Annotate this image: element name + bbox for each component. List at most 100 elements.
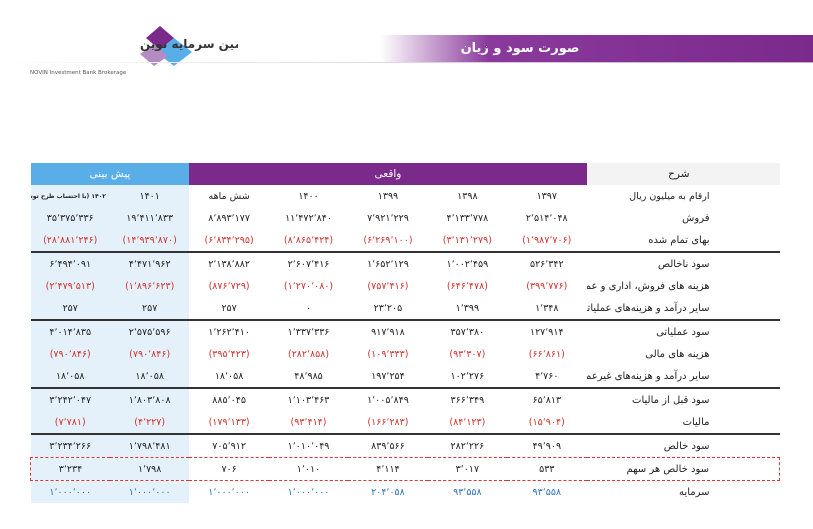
- cell-value: (۱٬۸۹۶٬۶۲۳): [109, 275, 190, 297]
- cell-value: ۸۳۹٬۵۶۶: [371, 440, 405, 452]
- table-row: سود خالص ۴۹٬۹۰۹ ۲۸۲٬۲۲۶ ۸۳۹٬۵۶۶ ۱٬۰۱۰٬۰۴۹ ۷۰۵…: [30, 434, 780, 458]
- row-label: هزینه های مالی: [645, 348, 710, 360]
- cell-value: ۲٬۵۱۴٬۰۴۸: [525, 212, 568, 224]
- row-label: سایر درآمد و هزینه‌های عملیاتی: [586, 297, 780, 321]
- cell-value: ۹۳٬۵۵۸: [453, 486, 482, 498]
- table-row: هزینه های فروش، اداری و عمومی (۳۹۹٬۷۷۶) (۶…: [30, 275, 780, 297]
- cell-value: ۱٬۳۹۹: [427, 297, 508, 321]
- logo-shape: [140, 44, 168, 66]
- income-statement: شرح واقعی پیش بینی ارقام به میلیون ریال ۱۳۹۷…: [29, 163, 780, 503]
- column-header: شش ماهه: [208, 190, 250, 202]
- cell-value: ۱٬۰۰۰٬۰۰۰: [30, 480, 110, 503]
- cell-value: (۶٬۸۳۴٬۲۹۵): [189, 229, 269, 253]
- cell-value: ۴۹٬۹۰۹: [532, 440, 562, 452]
- table-row: مالیات (۱۵٬۹۰۴) (۸۴٬۱۲۳) (۱۶۶٬۲۸۳) (۹۳٬۴۱۴)(…: [30, 411, 780, 435]
- cell-value: ۰: [268, 297, 349, 321]
- cell-value: (۸۷۶٬۷۲۹): [208, 280, 250, 292]
- cell-value: ۱٬۰۰۵٬۸۴۹: [367, 394, 409, 406]
- cell-value: ۷٬۹۲۱٬۲۲۹: [367, 212, 409, 224]
- cell-value: ۸٬۸۹۳٬۱۷۷: [208, 212, 250, 224]
- row-label: سود خالص هر سهم: [586, 457, 780, 481]
- cell-value: ۴٬۱۱۴: [348, 457, 428, 481]
- column-header: ۱۳۹۹: [377, 190, 399, 202]
- column-header: ۱۴۰۲ (با احتساب طرح توسعه جدید): [30, 185, 110, 207]
- cell-value: (۳۹۹٬۷۷۶): [526, 280, 568, 292]
- logo-shape: [156, 38, 192, 66]
- cell-value: ۱٬۳۴۸: [507, 297, 587, 321]
- row-label: سود عملیاتی: [656, 326, 710, 338]
- cell-value: (۱۶۶٬۲۸۳): [348, 411, 428, 435]
- cell-value: ۱۹۷٬۲۵۴: [348, 365, 428, 389]
- cell-value: ۳٬۲۳۴: [29, 457, 110, 481]
- table-row: سود قبل از مالیات ۶۵٬۸۱۳ ۳۶۶٬۳۴۹ ۱٬۰۰۵٬۸۴۹ ۱…: [30, 388, 780, 411]
- column-header: ۱۳۹۷: [536, 190, 557, 202]
- cell-value: (۱٬۲۷۰٬۰۸۰): [283, 280, 334, 292]
- cell-value: (۴٬۲۲۷): [109, 411, 190, 435]
- row-label: هزینه های فروش، اداری و عمومی: [586, 280, 710, 292]
- cell-value: ۳۶۶٬۳۴۹: [450, 394, 485, 406]
- cell-value: ۴٬۷۶۰: [507, 365, 587, 389]
- cell-value: ۲۵۷: [30, 297, 110, 321]
- cell-value: ۱۲۷٬۹۱۴: [529, 326, 564, 338]
- cell-value: ۵۳۳: [507, 457, 587, 481]
- cell-value: ۴۸٬۹۸۵: [268, 365, 349, 389]
- cell-value: (۸۴٬۱۲۳): [427, 411, 508, 435]
- cell-value: (۱۵٬۹۰۴): [507, 411, 587, 435]
- row-label: سود ناخالص: [657, 258, 710, 270]
- cell-value: (۲٬۴۷۹٬۵۱۳): [30, 275, 110, 297]
- cell-value: ۱٬۲۶۲٬۴۱۰: [208, 326, 250, 338]
- cell-value: ۳٬۰۱۷: [427, 457, 508, 481]
- cell-value: ۲۵۷: [109, 297, 190, 321]
- cell-value: (۶۶٬۸۶۱): [528, 348, 565, 360]
- cell-value: ۲٬۱۳۸٬۸۸۲: [208, 258, 250, 270]
- logo-subtitle: NOVIN Investment Bank Brokerage: [30, 70, 127, 76]
- cell-value: (۲۸٬۸۸۱٬۲۴۶): [30, 229, 110, 253]
- cell-value: ۲۰۴٬۰۵۸: [371, 486, 405, 498]
- title-bar: [380, 35, 813, 62]
- cell-value: ۱۱٬۴۷۲٬۸۴۰: [285, 212, 332, 224]
- row-label: بهای تمام شده: [586, 229, 780, 253]
- cell-value: ۲۵۷: [189, 297, 269, 321]
- cell-value: ۸۸۵٬۰۴۵: [212, 394, 246, 406]
- cell-value: ۱٬۰۰۰٬۰۰۰: [208, 486, 250, 498]
- cell-value: ۱٬۷۹۸: [109, 457, 190, 481]
- row-label: فروش: [682, 212, 710, 224]
- cell-value: ۱٬۷۹۸٬۴۸۱: [109, 434, 190, 458]
- cell-value: (۱۴٬۹۳۹٬۸۷۰): [109, 229, 190, 253]
- cell-value: ۱۸٬۰۵۸: [109, 365, 190, 389]
- cell-value: (۱٬۹۸۷٬۷۰۶): [507, 229, 587, 253]
- cell-value: ۳۵٬۳۷۵٬۳۳۶: [30, 207, 110, 229]
- row-label: سود خالص: [663, 440, 710, 452]
- cell-value: ۲۳٬۲۰۵: [348, 297, 428, 321]
- cell-value: ۱٬۰۰۰٬۰۰۰: [109, 480, 190, 503]
- cell-value: (۶۴۶٬۴۷۸): [446, 280, 488, 292]
- table-row: سود عملیاتی ۱۲۷٬۹۱۴ ۳۵۷٬۳۸۰ ۹۱۷٬۹۱۸ ۱٬۳۳۷٬۳۳…: [30, 320, 780, 343]
- cell-value: ۹۳٬۵۵۸: [532, 486, 562, 498]
- logo-name: کارگزاری تامین سرمایه نوین: [140, 37, 238, 52]
- cell-value: ۴٬۴۷۱٬۹۶۲: [109, 252, 190, 275]
- cell-value: (۳۹۵٬۴۲۳): [208, 348, 250, 360]
- row-label: سود قبل از مالیات: [632, 394, 710, 406]
- table-row: بهای تمام شده (۱٬۹۸۷٬۷۰۶) (۳٬۱۳۱٬۲۷۹) (۶٬۲۶…: [30, 229, 780, 253]
- cell-value: (۷۹۰٬۸۴۶): [109, 343, 190, 365]
- cell-value: ۲٬۵۷۵٬۵۹۶: [109, 320, 190, 343]
- cell-value: (۹۳٬۴۱۴): [268, 411, 349, 435]
- cell-value: ۹۱۷٬۹۱۸: [371, 326, 405, 338]
- cell-value: (۸٬۸۶۵٬۴۲۴): [268, 229, 349, 253]
- cell-value: ۱٬۳۳۷٬۳۳۶: [287, 326, 330, 338]
- label-header: شرح: [586, 163, 780, 185]
- logo: کارگزاری تامین سرمایه نوین NOVIN Investm…: [30, 26, 238, 76]
- cell-value: ۶٬۴۹۴٬۰۹۱: [30, 252, 110, 275]
- cell-value: ۱٬۶۵۲٬۱۲۹: [367, 258, 409, 270]
- cell-value: ۷۰۵٬۹۱۲: [212, 440, 246, 452]
- cell-value: ۷۰۶: [189, 457, 269, 481]
- cell-value: ۱٬۰۰۲٬۴۵۹: [446, 258, 489, 270]
- row-label: سایر درآمد و هزینه‌های غیرعملیاتی: [586, 365, 780, 389]
- title-rule: [0, 62, 813, 63]
- cell-value: ۶۵٬۸۱۳: [532, 394, 562, 406]
- table-row: سود خالص هر سهم ۵۳۳ ۳٬۰۱۷ ۴٬۱۱۴ ۱٬۰۱۰ ۷۰۶ ۱٬۷۹…: [29, 457, 780, 481]
- cell-value: ۵۲۶٬۳۴۲: [529, 258, 564, 270]
- column-header-row: ارقام به میلیون ریال ۱۳۹۷ ۱۳۹۸ ۱۳۹۹ ۱۴۰۰ شش م…: [30, 185, 780, 207]
- cell-value: (۷٬۷۸۱): [30, 411, 110, 435]
- row-label: سرمایه: [679, 486, 710, 498]
